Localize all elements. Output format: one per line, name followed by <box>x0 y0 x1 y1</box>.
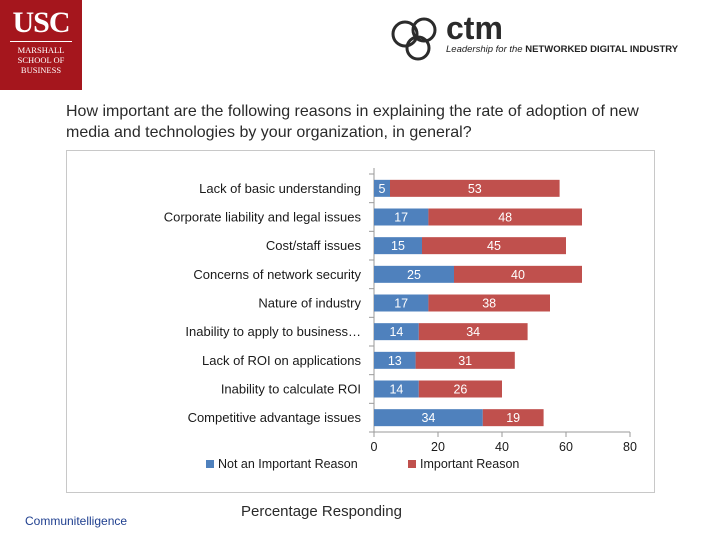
bar-value-label: 19 <box>506 411 520 425</box>
bar-not-important <box>374 265 454 283</box>
x-tick-label: 40 <box>495 440 509 454</box>
category-label: Corporate liability and legal issues <box>164 210 362 225</box>
usc-logo-line-3: BUSINESS <box>20 65 62 75</box>
footer-brand: Communitelligence <box>25 514 128 528</box>
x-tick-label: 80 <box>623 440 637 454</box>
chart-frame: Lack of basic understanding Corporate lia… <box>66 150 655 493</box>
bar-not-important <box>374 380 419 398</box>
bar-not-important <box>374 409 483 427</box>
bar-value-label: 38 <box>482 297 496 311</box>
usc-marshall-logo: USC MARSHALL SCHOOL OF BUSINESS <box>0 0 82 90</box>
x-tick-label: 60 <box>559 440 573 454</box>
bar-not-important <box>374 237 422 255</box>
category-label: Inability to calculate ROI <box>221 382 361 397</box>
category-label: Competitive advantage issues <box>188 410 362 425</box>
legend-label: Not an Important Reason <box>218 457 358 471</box>
legend-swatch <box>408 460 416 468</box>
category-label: Concerns of network security <box>193 267 361 282</box>
bar-not-important <box>374 294 429 312</box>
bar-value-label: 25 <box>407 268 421 282</box>
category-label: Nature of industry <box>258 296 361 311</box>
x-axis-title: Percentage Responding <box>241 503 402 520</box>
bar-value-label: 34 <box>421 411 435 425</box>
x-tick-label: 0 <box>371 440 378 454</box>
ctm-rings-icon <box>391 17 437 61</box>
bar-important <box>454 265 582 283</box>
bar-value-label: 53 <box>468 182 482 196</box>
legend-swatch <box>206 460 214 468</box>
bar-not-important <box>374 323 419 341</box>
bar-value-label: 45 <box>487 239 501 253</box>
x-tick-label: 20 <box>431 440 445 454</box>
category-label: Inability to apply to business… <box>185 324 361 339</box>
bar-value-label: 17 <box>394 297 408 311</box>
usc-logo-line-2: SCHOOL OF <box>17 55 65 65</box>
bar-not-important <box>374 179 390 197</box>
category-label: Lack of ROI on applications <box>202 353 361 368</box>
usc-logo-divider <box>10 41 72 42</box>
ctm-tagline-italic: Leadership for the <box>446 44 526 55</box>
usc-logo-line-1: MARSHALL <box>17 45 65 55</box>
category-label: Cost/staff issues <box>266 238 362 253</box>
bar-value-label: 40 <box>511 268 525 282</box>
bar-not-important <box>374 208 429 226</box>
bar-value-label: 14 <box>389 325 403 339</box>
bar-value-label: 13 <box>388 354 402 368</box>
ctm-logo: ctm Leadership for the NETWORKED DIGITAL… <box>388 10 708 62</box>
bar-value-label: 31 <box>458 354 472 368</box>
survey-question: How important are the following reasons … <box>66 103 639 141</box>
bar-important <box>390 179 560 197</box>
bar-important <box>428 294 550 312</box>
ctm-tagline-bold: NETWORKED DIGITAL INDUSTRY <box>525 44 679 55</box>
legend-label: Important Reason <box>420 457 519 471</box>
bar-important <box>422 237 566 255</box>
ctm-tagline: Leadership for the NETWORKED DIGITAL IND… <box>446 44 678 55</box>
bar-not-important <box>374 351 416 369</box>
stacked-bar-chart: Lack of basic understanding Corporate lia… <box>164 168 637 471</box>
bar-value-label: 15 <box>391 239 405 253</box>
usc-logo-mark: USC <box>12 6 70 39</box>
bar-important <box>415 351 515 369</box>
bar-important <box>418 323 528 341</box>
bar-value-label: 5 <box>379 182 386 196</box>
ctm-wordmark: ctm <box>446 10 503 46</box>
bar-value-label: 48 <box>498 211 512 225</box>
bar-important <box>428 208 582 226</box>
bar-value-label: 26 <box>453 383 467 397</box>
bar-value-label: 17 <box>394 211 408 225</box>
bar-value-label: 34 <box>466 325 480 339</box>
bar-value-label: 14 <box>389 383 403 397</box>
bar-important <box>418 380 502 398</box>
bar-important <box>482 409 544 427</box>
category-label: Lack of basic understanding <box>199 181 361 196</box>
